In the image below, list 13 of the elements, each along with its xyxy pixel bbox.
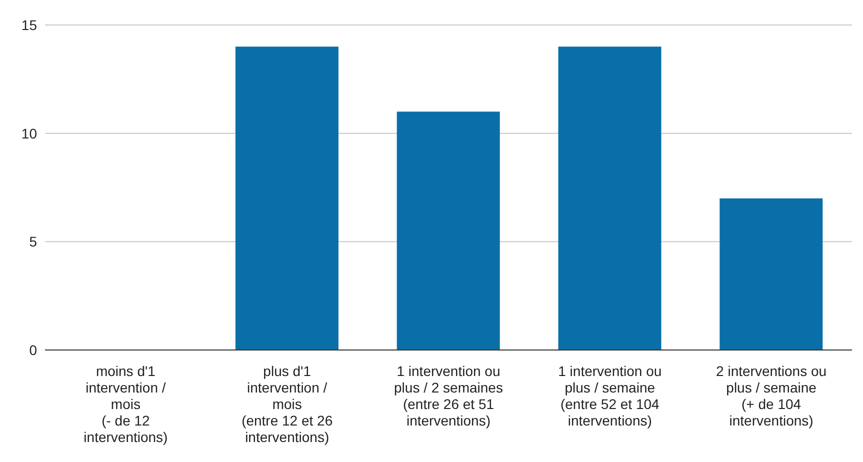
x-tick-label: 1 intervention ou plus / semaine (entre 52 et 104 interventions) <box>558 363 662 428</box>
bar <box>396 112 500 350</box>
x-tick-label: 1 intervention ou plus / 2 semaines (entre 26 et 51 interventions) <box>394 363 503 428</box>
bar <box>558 46 662 350</box>
y-tick-label: 5 <box>29 234 38 250</box>
x-tick-label: moins d'1 intervention / mois (- de 12 interventions) <box>84 363 168 445</box>
y-tick-label: 15 <box>21 16 38 33</box>
y-tick-label: 0 <box>29 342 38 358</box>
bar <box>720 198 823 350</box>
x-tick-label: 2 interventions ou plus / semaine (+ de 104 interventions) <box>716 363 827 428</box>
x-tick-label: plus d'1 intervention / mois (entre 12 et 26 interventions) <box>242 363 333 445</box>
y-tick-label: 10 <box>21 125 38 142</box>
bar <box>235 46 338 350</box>
